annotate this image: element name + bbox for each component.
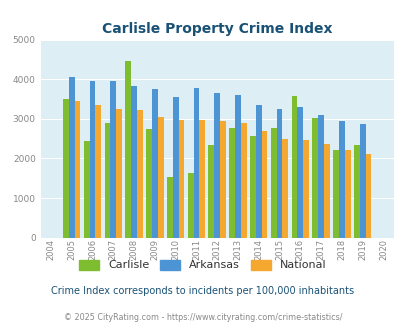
Bar <box>151 89 158 238</box>
Bar <box>166 178 172 238</box>
Bar <box>83 141 90 238</box>
Bar <box>282 139 288 238</box>
Bar <box>95 105 101 238</box>
Text: © 2025 CityRating.com - https://www.cityrating.com/crime-statistics/: © 2025 CityRating.com - https://www.city… <box>64 313 341 322</box>
Bar <box>261 131 267 238</box>
Bar <box>364 154 371 238</box>
Bar <box>125 61 131 238</box>
Bar <box>208 145 214 238</box>
Bar <box>270 128 276 238</box>
Bar <box>187 174 193 238</box>
Bar <box>291 96 297 238</box>
Bar <box>311 118 318 238</box>
Bar <box>359 123 364 238</box>
Bar <box>234 95 240 238</box>
Bar <box>146 129 151 238</box>
Bar <box>193 88 199 238</box>
Title: Carlisle Property Crime Index: Carlisle Property Crime Index <box>102 22 332 36</box>
Bar <box>220 121 225 238</box>
Bar <box>131 85 136 238</box>
Bar <box>297 107 303 238</box>
Bar <box>116 109 122 238</box>
Bar <box>75 101 80 238</box>
Bar <box>229 128 234 238</box>
Bar <box>240 123 246 238</box>
Bar <box>158 117 163 238</box>
Bar <box>318 115 323 238</box>
Bar <box>338 121 344 238</box>
Bar <box>333 150 338 238</box>
Text: Crime Index corresponds to incidents per 100,000 inhabitants: Crime Index corresponds to incidents per… <box>51 286 354 296</box>
Bar <box>255 105 261 238</box>
Bar <box>353 145 359 238</box>
Bar <box>199 120 205 238</box>
Bar <box>172 97 178 238</box>
Bar <box>249 136 255 238</box>
Bar <box>69 77 75 238</box>
Bar <box>323 144 329 238</box>
Bar <box>104 123 110 238</box>
Legend: Carlisle, Arkansas, National: Carlisle, Arkansas, National <box>76 256 329 274</box>
Bar <box>303 140 308 238</box>
Bar <box>63 99 69 238</box>
Bar <box>178 120 184 238</box>
Bar <box>344 150 350 238</box>
Bar <box>214 93 220 238</box>
Bar <box>136 110 143 238</box>
Bar <box>110 81 116 238</box>
Bar <box>90 81 95 238</box>
Bar <box>276 109 282 238</box>
